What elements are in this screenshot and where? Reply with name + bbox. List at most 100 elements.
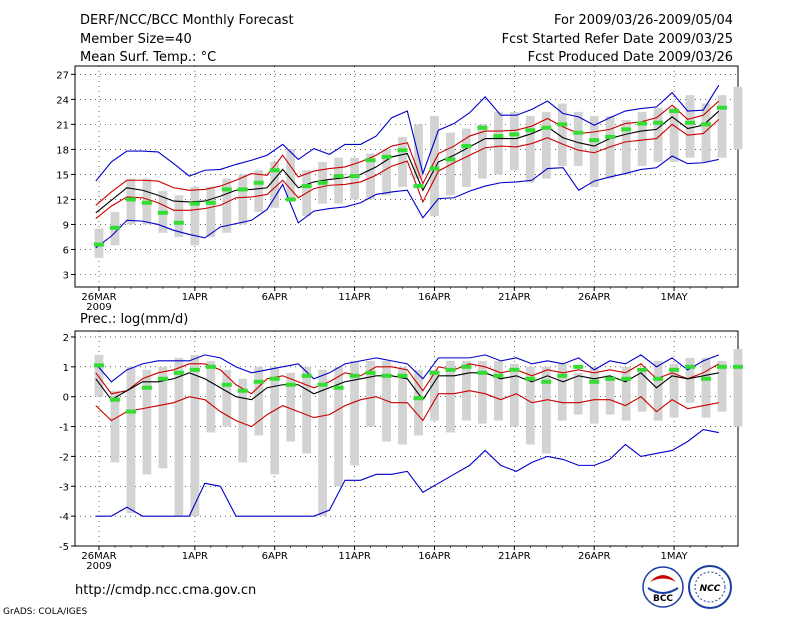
member-size-label: Member Size=40	[80, 32, 192, 47]
ensemble-spread-box	[110, 390, 120, 463]
ensemble-spread-box	[541, 111, 551, 179]
ensemble-spread-box	[525, 366, 535, 445]
x-tick-label: 16APR	[418, 292, 451, 303]
ensemble-spread-box	[605, 375, 615, 415]
ensemble-spread-box	[717, 360, 727, 412]
y-tick-label: 21	[56, 120, 69, 131]
ensemble-spread-box	[126, 366, 136, 514]
x-tick-label: 1APR	[182, 292, 208, 303]
ensemble-spread-box	[621, 120, 631, 175]
ensemble-spread-box	[525, 116, 535, 183]
ensemble-spread-box	[334, 366, 344, 487]
plot-frame	[74, 330, 739, 547]
series-min-line	[95, 428, 719, 517]
y-tick-label: 18	[56, 145, 69, 156]
ensemble-spread-box	[477, 360, 487, 424]
series-minus-sd-line	[95, 390, 719, 428]
ensemble-spread-box	[685, 95, 695, 158]
bcc-logo-text: BCC	[653, 594, 673, 604]
x-tick-label: 11APR	[338, 551, 371, 562]
x-year-label: 2009	[86, 561, 111, 572]
ensemble-spread-box	[414, 369, 423, 436]
ensemble-spread-box	[174, 195, 184, 237]
ensemble-spread-box	[621, 366, 631, 421]
y-tick-label: 6	[63, 245, 69, 256]
precipitation-panel: -5 -4 -3 -2 -1 0 1 2 26MAR 1APR 6APR 11APR 16APR 21AP…	[59, 330, 743, 572]
y-tick-label: -2	[59, 452, 69, 463]
ensemble-spread-box	[206, 360, 216, 433]
ensemble-spread-box	[366, 360, 375, 427]
forecast-produced-label: Fcst Produced Date 2009/03/26	[528, 50, 733, 65]
x-tick-label: 11APR	[338, 292, 371, 303]
x-tick-label: 26APR	[578, 551, 611, 562]
ensemble-spread-box	[430, 369, 439, 421]
y-tick-label: -4	[59, 512, 69, 523]
y-tick-label: -1	[59, 423, 69, 434]
ensemble-spread-box	[270, 161, 280, 208]
series-plus-sd-line	[95, 100, 720, 206]
ensemble-spread-box	[717, 95, 727, 158]
ensemble-spread-box	[573, 111, 583, 167]
ensemble-spread-box	[493, 360, 503, 421]
x-tick-label: 16APR	[418, 551, 451, 562]
ensemble-spread-box	[541, 366, 551, 454]
ensemble-spread-box	[158, 366, 168, 469]
ensemble-spread-box	[414, 124, 423, 179]
ncc-logo: NCC	[688, 565, 732, 609]
y-tick-label: 9	[63, 220, 69, 231]
ensemble-spread-box	[589, 116, 599, 187]
ensemble-spread-box	[669, 107, 679, 162]
x-tick-label: 6APR	[262, 292, 288, 303]
ensemble-spread-box	[206, 186, 216, 237]
y-tick-label: 2	[63, 333, 69, 344]
y-tick-label: 3	[63, 270, 69, 281]
ensemble-spread-box	[238, 174, 248, 225]
y-tick-label: 15	[56, 170, 69, 181]
ensemble-spread-box	[446, 132, 455, 196]
bcc-logo: BCC	[642, 566, 684, 608]
ensemble-spread-box	[334, 157, 344, 204]
x-tick-label: 1MAY	[661, 292, 689, 303]
forecast-started-label: Fcst Started Refer Date 2009/03/25	[502, 32, 733, 47]
ensemble-spread-box	[222, 178, 232, 233]
ensemble-spread-box	[174, 357, 184, 517]
ensemble-spread-box	[653, 107, 663, 162]
x-tick-label: 1MAY	[661, 551, 689, 562]
chart-title: DERF/NCC/BCC Monthly Forecast	[80, 13, 294, 28]
ensemble-spread-box	[462, 360, 471, 421]
ensemble-spread-box	[366, 153, 375, 200]
ensemble-spread-box	[254, 366, 264, 436]
ensemble-spread-box	[350, 360, 359, 466]
x-tick-label: 21APR	[498, 551, 531, 562]
ensemble-spread-box	[286, 149, 296, 200]
ensemble-spread-box	[94, 354, 104, 397]
ensemble-spread-box	[382, 149, 391, 196]
ensemble-spread-box	[254, 170, 264, 212]
y-tick-label: 1	[63, 363, 69, 374]
ensemble-spread-box	[493, 111, 503, 175]
ensemble-spread-box	[653, 360, 663, 421]
plot-frame	[74, 65, 739, 288]
ensemble-spread-box	[350, 157, 359, 200]
series-max-line	[95, 84, 720, 182]
ensemble-spread-box	[302, 366, 312, 454]
series-max-line	[95, 354, 720, 383]
x-year-label: 2009	[86, 302, 111, 313]
grads-credit: GrADS: COLA/IGES	[3, 607, 87, 617]
y-tick-label: -5	[59, 542, 69, 553]
ensemble-spread-box	[462, 128, 471, 187]
ensemble-spread-box	[701, 103, 711, 162]
ensemble-spread-box	[637, 369, 647, 412]
ensemble-spread-box	[557, 103, 567, 167]
ensemble-spread-box	[446, 360, 455, 433]
ensemble-spread-box	[509, 363, 519, 427]
x-tick-label: 1APR	[182, 551, 208, 562]
ensemble-spread-box	[190, 354, 200, 517]
ensemble-spread-box	[238, 378, 248, 463]
ensemble-spread-box	[669, 363, 679, 418]
ensemble-spread-box	[318, 369, 328, 517]
ensemble-spread-box	[477, 124, 487, 179]
y-tick-label: 27	[56, 70, 69, 81]
series-plus-sd-line	[95, 363, 720, 395]
x-tick-label: 21APR	[498, 292, 531, 303]
